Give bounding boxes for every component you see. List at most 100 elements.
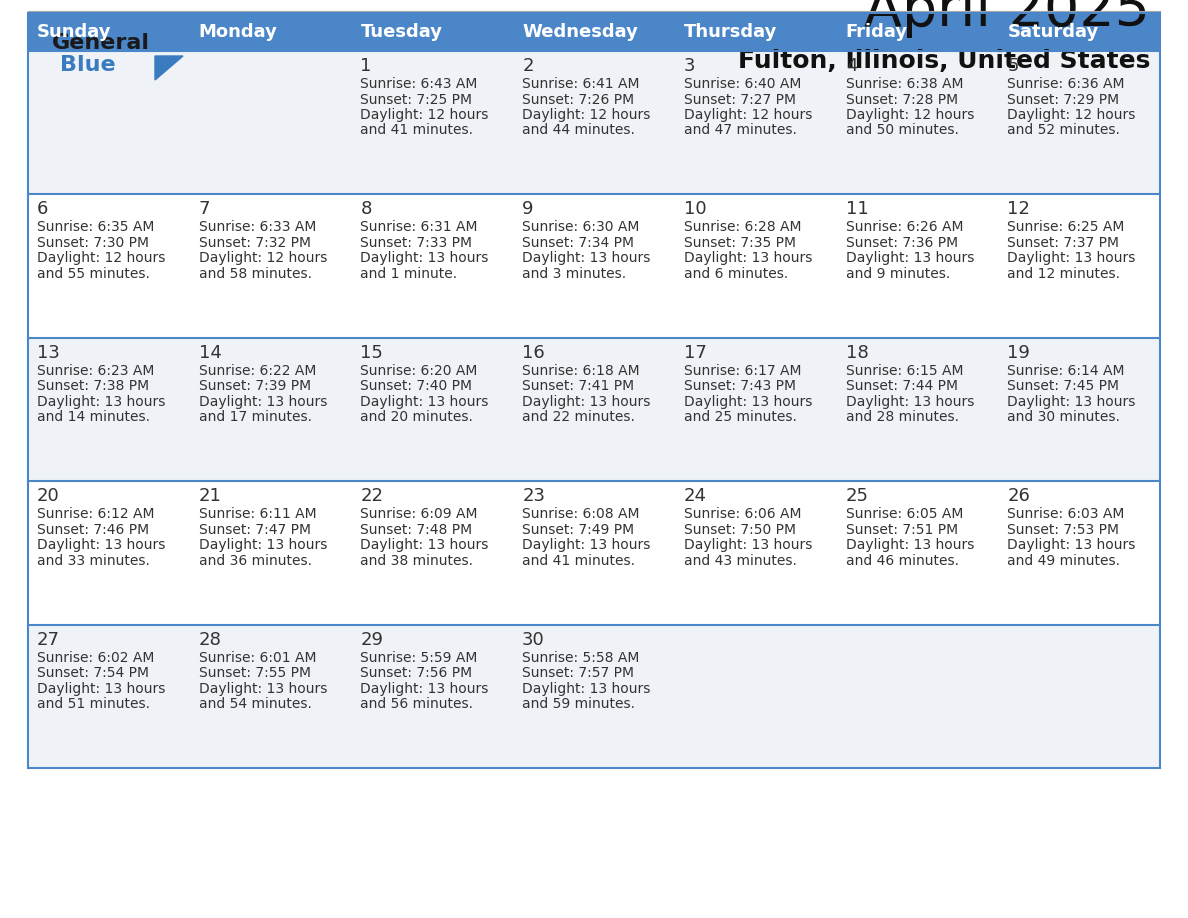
Bar [190, 624, 352, 768]
Text: Sunrise: 6:35 AM: Sunrise: 6:35 AM [37, 220, 154, 234]
Bar [29, 13, 1159, 768]
Text: Sunrise: 6:06 AM: Sunrise: 6:06 AM [684, 508, 802, 521]
Text: Sunset: 7:55 PM: Sunset: 7:55 PM [198, 666, 311, 680]
Text: Sunset: 7:26 PM: Sunset: 7:26 PM [523, 93, 634, 106]
Text: Sunrise: 6:05 AM: Sunrise: 6:05 AM [846, 508, 963, 521]
Text: and 1 minute.: and 1 minute. [360, 267, 457, 281]
Text: Daylight: 13 hours: Daylight: 13 hours [360, 395, 488, 409]
Text: Daylight: 12 hours: Daylight: 12 hours [360, 108, 488, 122]
Text: 4: 4 [846, 57, 857, 75]
Text: Sunrise: 6:08 AM: Sunrise: 6:08 AM [523, 508, 639, 521]
Text: and 41 minutes.: and 41 minutes. [523, 554, 636, 567]
Text: Daylight: 13 hours: Daylight: 13 hours [1007, 538, 1136, 553]
Text: and 3 minutes.: and 3 minutes. [523, 267, 626, 281]
Text: Sunset: 7:37 PM: Sunset: 7:37 PM [1007, 236, 1119, 250]
Bar [998, 51, 1159, 195]
Text: 18: 18 [846, 344, 868, 362]
Text: Sunset: 7:46 PM: Sunset: 7:46 PM [37, 522, 150, 537]
Text: Friday: Friday [846, 23, 908, 41]
Text: 13: 13 [37, 344, 59, 362]
Text: Daylight: 13 hours: Daylight: 13 hours [37, 538, 165, 553]
Bar [675, 481, 836, 624]
Text: Sunrise: 5:58 AM: Sunrise: 5:58 AM [523, 651, 639, 665]
Text: 10: 10 [684, 200, 707, 218]
Text: 23: 23 [523, 487, 545, 505]
Text: Daylight: 12 hours: Daylight: 12 hours [523, 108, 651, 122]
Text: and 20 minutes.: and 20 minutes. [360, 410, 473, 424]
Text: and 17 minutes.: and 17 minutes. [198, 410, 311, 424]
Bar [998, 481, 1159, 624]
Bar [352, 338, 513, 481]
Bar [29, 481, 190, 624]
Text: Daylight: 13 hours: Daylight: 13 hours [846, 538, 974, 553]
Text: 8: 8 [360, 200, 372, 218]
Text: and 52 minutes.: and 52 minutes. [1007, 124, 1120, 138]
Text: Monday: Monday [198, 23, 278, 41]
Text: Sunrise: 6:41 AM: Sunrise: 6:41 AM [523, 77, 639, 91]
Text: 2: 2 [523, 57, 533, 75]
Text: Sunset: 7:27 PM: Sunset: 7:27 PM [684, 93, 796, 106]
Bar [190, 481, 352, 624]
Text: and 14 minutes.: and 14 minutes. [37, 410, 150, 424]
Text: 11: 11 [846, 200, 868, 218]
Text: 17: 17 [684, 344, 707, 362]
Polygon shape [154, 56, 183, 80]
Text: 22: 22 [360, 487, 384, 505]
Text: Sunrise: 6:23 AM: Sunrise: 6:23 AM [37, 364, 154, 378]
Text: and 58 minutes.: and 58 minutes. [198, 267, 311, 281]
Text: Daylight: 12 hours: Daylight: 12 hours [684, 108, 813, 122]
Text: Sunset: 7:35 PM: Sunset: 7:35 PM [684, 236, 796, 250]
Text: Daylight: 13 hours: Daylight: 13 hours [846, 252, 974, 265]
Text: and 25 minutes.: and 25 minutes. [684, 410, 797, 424]
Text: 16: 16 [523, 344, 545, 362]
Bar [352, 51, 513, 195]
Text: 20: 20 [37, 487, 59, 505]
Text: Sunrise: 6:09 AM: Sunrise: 6:09 AM [360, 508, 478, 521]
Text: Sunrise: 6:20 AM: Sunrise: 6:20 AM [360, 364, 478, 378]
Text: and 12 minutes.: and 12 minutes. [1007, 267, 1120, 281]
Text: Daylight: 13 hours: Daylight: 13 hours [198, 681, 327, 696]
Text: Sunset: 7:56 PM: Sunset: 7:56 PM [360, 666, 473, 680]
Text: Sunrise: 6:30 AM: Sunrise: 6:30 AM [523, 220, 639, 234]
Text: Sunrise: 6:33 AM: Sunrise: 6:33 AM [198, 220, 316, 234]
Text: 14: 14 [198, 344, 222, 362]
Text: Daylight: 13 hours: Daylight: 13 hours [523, 252, 651, 265]
Text: Sunrise: 6:02 AM: Sunrise: 6:02 AM [37, 651, 154, 665]
Text: 19: 19 [1007, 344, 1030, 362]
Text: Sunset: 7:54 PM: Sunset: 7:54 PM [37, 666, 148, 680]
Text: Sunset: 7:44 PM: Sunset: 7:44 PM [846, 379, 958, 393]
Text: Sunset: 7:40 PM: Sunset: 7:40 PM [360, 379, 473, 393]
Text: and 56 minutes.: and 56 minutes. [360, 697, 474, 711]
Bar [190, 13, 352, 51]
Text: Sunset: 7:32 PM: Sunset: 7:32 PM [198, 236, 311, 250]
Text: 29: 29 [360, 631, 384, 649]
Text: and 55 minutes.: and 55 minutes. [37, 267, 150, 281]
Bar [513, 481, 675, 624]
Bar [998, 338, 1159, 481]
Text: 12: 12 [1007, 200, 1030, 218]
Text: Sunset: 7:49 PM: Sunset: 7:49 PM [523, 522, 634, 537]
Bar [998, 195, 1159, 338]
Text: Daylight: 12 hours: Daylight: 12 hours [37, 252, 165, 265]
Text: Saturday: Saturday [1007, 23, 1099, 41]
Bar [675, 338, 836, 481]
Bar [998, 13, 1159, 51]
Bar [190, 195, 352, 338]
Text: Daylight: 13 hours: Daylight: 13 hours [523, 681, 651, 696]
Bar [513, 624, 675, 768]
Text: 6: 6 [37, 200, 49, 218]
Text: 27: 27 [37, 631, 61, 649]
Bar [836, 195, 998, 338]
Text: and 6 minutes.: and 6 minutes. [684, 267, 788, 281]
Text: 1: 1 [360, 57, 372, 75]
Text: Daylight: 13 hours: Daylight: 13 hours [37, 395, 165, 409]
Text: Sunset: 7:33 PM: Sunset: 7:33 PM [360, 236, 473, 250]
Text: 7: 7 [198, 200, 210, 218]
Text: Sunrise: 6:12 AM: Sunrise: 6:12 AM [37, 508, 154, 521]
Text: 5: 5 [1007, 57, 1019, 75]
Text: Sunset: 7:41 PM: Sunset: 7:41 PM [523, 379, 634, 393]
Text: Sunrise: 6:17 AM: Sunrise: 6:17 AM [684, 364, 802, 378]
Text: Sunrise: 6:28 AM: Sunrise: 6:28 AM [684, 220, 802, 234]
Bar [675, 51, 836, 195]
Text: Sunrise: 6:31 AM: Sunrise: 6:31 AM [360, 220, 478, 234]
